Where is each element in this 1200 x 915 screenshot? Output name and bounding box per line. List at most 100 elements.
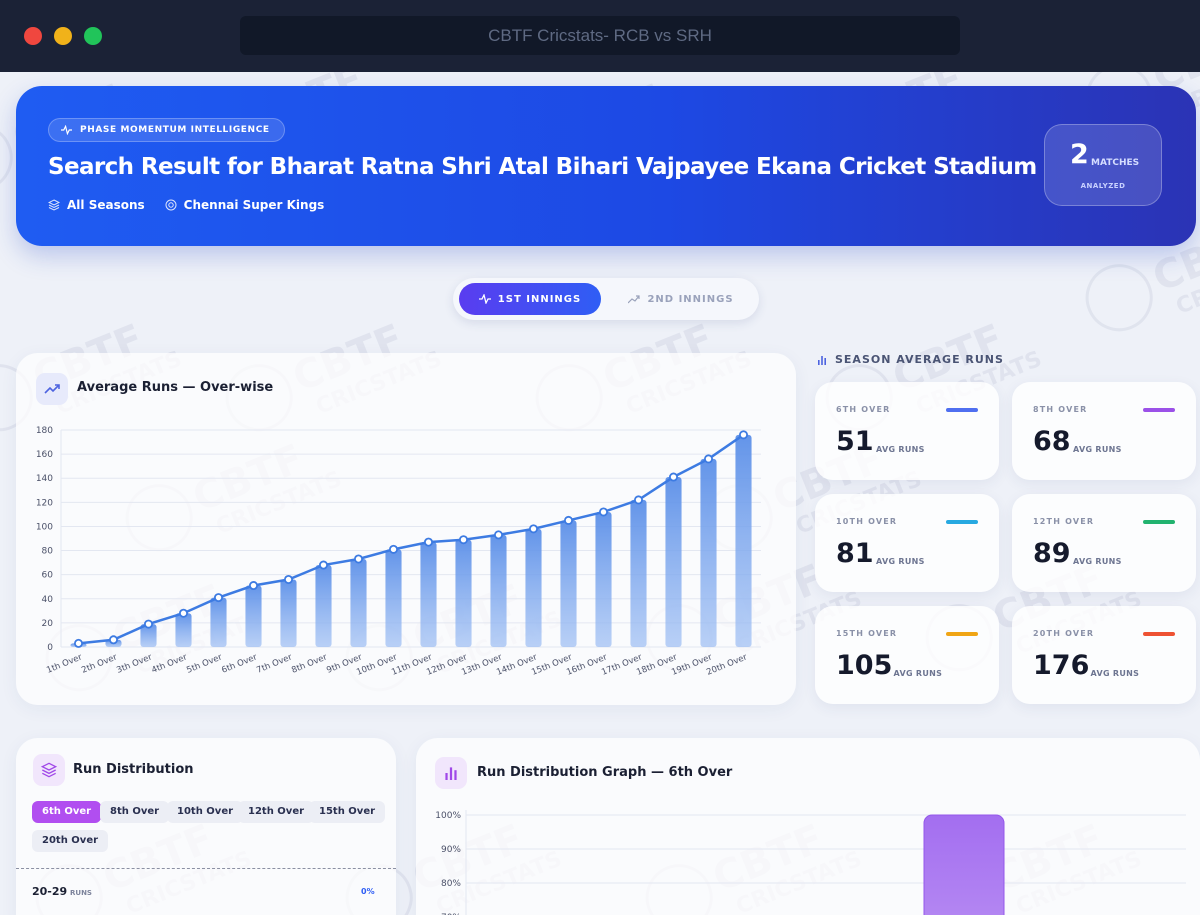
data-point[interactable] [178,608,188,618]
data-point[interactable] [143,619,153,629]
data-point[interactable] [109,635,119,645]
y-tick-label: 40 [42,595,54,605]
divider [16,868,396,869]
data-point[interactable] [213,593,223,603]
matches-count: 2 [1070,139,1089,170]
season-average-card[interactable]: 20TH OVER 176 AVG RUNS [1012,606,1196,704]
card-accent-bar [1143,408,1175,412]
card-accent-bar [946,408,978,412]
over-chip[interactable]: 6th Over [32,801,102,823]
card-value: 176 [1033,650,1090,681]
over-bar[interactable] [455,539,472,647]
team-label: Chennai Super Kings [183,198,325,212]
x-tick-label: 2th Over [80,652,119,675]
data-point[interactable] [248,581,258,591]
card-over-label: 12TH OVER [1033,517,1095,526]
page-title: Search Result for Bharat Ratna Shri Atal… [48,154,1037,180]
data-point[interactable] [423,537,433,547]
data-point[interactable] [704,454,714,464]
card-accent-bar [1143,520,1175,524]
card-unit: AVG RUNS [876,445,925,454]
season-filter[interactable]: All Seasons [48,198,145,212]
card-over-label: 10TH OVER [836,517,898,526]
over-bar[interactable] [315,565,332,647]
season-average-card[interactable]: 12TH OVER 89 AVG RUNS [1012,494,1196,592]
over-bar[interactable] [140,624,157,647]
season-average-card[interactable]: 15TH OVER 105 AVG RUNS [815,606,999,704]
season-average-card[interactable]: 6TH OVER 51 AVG RUNS [815,382,999,480]
over-bar[interactable] [385,549,402,647]
distribution-bar[interactable] [923,814,1005,915]
over-bar[interactable] [245,585,262,647]
data-point[interactable] [318,560,328,570]
tab-1st-innings-label: 1ST INNINGS [497,293,582,305]
data-point[interactable] [739,430,749,440]
dist-row-range: 20-29 [32,885,68,898]
over-bar[interactable] [420,542,437,647]
season-average-card[interactable]: 10TH OVER 81 AVG RUNS [815,494,999,592]
over-chip[interactable]: 15th Over [309,801,386,823]
over-bar[interactable] [280,579,297,647]
over-chip[interactable]: 12th Over [238,801,315,823]
over-bar[interactable] [665,477,682,647]
bar-chart-icon [435,757,467,789]
x-tick-label: 5th Over [185,652,224,675]
layers-icon [48,199,60,211]
data-point[interactable] [599,507,609,517]
trending-up-icon [36,373,68,405]
over-chip[interactable]: 8th Over [100,801,170,823]
card-unit: AVG RUNS [876,557,925,566]
over-bar[interactable] [700,458,717,647]
team-filter[interactable]: Chennai Super Kings [165,198,325,212]
over-bar[interactable] [490,534,507,647]
y-tick-label: 20 [42,619,54,629]
card-accent-bar [946,520,978,524]
over-bar[interactable] [630,499,647,647]
data-point[interactable] [493,530,503,540]
maximize-window-button[interactable] [84,27,102,45]
data-point[interactable] [529,524,539,534]
over-bar[interactable] [595,511,612,647]
card-accent-bar [946,632,978,636]
data-point[interactable] [634,495,644,505]
over-bar[interactable] [560,520,577,647]
matches-label: MATCHES [1091,158,1140,168]
season-average-card[interactable]: 8TH OVER 68 AVG RUNS [1012,382,1196,480]
x-tick-label: 8th Over [290,652,329,675]
card-over-label: 6TH OVER [836,405,891,414]
card-unit: AVG RUNS [1090,669,1140,678]
over-chip[interactable]: 20th Over [32,830,109,852]
over-chip[interactable]: 10th Over [167,801,244,823]
minimize-window-button[interactable] [54,27,72,45]
window-title[interactable]: CBTF Cricstats- RCB vs SRH [240,16,960,55]
tab-1st-innings[interactable]: 1ST INNINGS [459,283,601,315]
data-point[interactable] [564,515,574,525]
bar-chart-icon [818,355,826,365]
svg-text:CRICSTATS: CRICSTATS [1173,247,1200,320]
over-bar[interactable] [735,434,752,647]
season-label: All Seasons [67,198,145,212]
y-tick-label: 160 [36,450,53,460]
data-point[interactable] [283,574,293,584]
card-value: 81 [836,538,874,569]
data-point[interactable] [458,535,468,545]
over-bar[interactable] [350,558,367,647]
analyzed-label: ANALYZED [1080,182,1126,190]
y-tick-label: 0 [47,643,53,653]
over-bar[interactable] [210,597,227,647]
over-bar[interactable] [525,528,542,647]
trending-up-icon [628,294,641,303]
tab-2nd-innings[interactable]: 2ND INNINGS [611,283,751,315]
tab-2nd-innings-label: 2ND INNINGS [647,293,734,305]
card-unit: AVG RUNS [893,669,943,678]
data-point[interactable] [74,638,84,648]
close-window-button[interactable] [24,27,42,45]
over-bar[interactable] [175,613,192,647]
data-point[interactable] [353,554,363,564]
distribution-graph-title: Run Distribution Graph — 6th Over [477,765,733,780]
x-tick-label: 3th Over [115,652,154,675]
data-point[interactable] [388,544,398,554]
pulse-icon [478,294,491,304]
data-point[interactable] [669,472,679,482]
layers-icon [33,754,65,786]
